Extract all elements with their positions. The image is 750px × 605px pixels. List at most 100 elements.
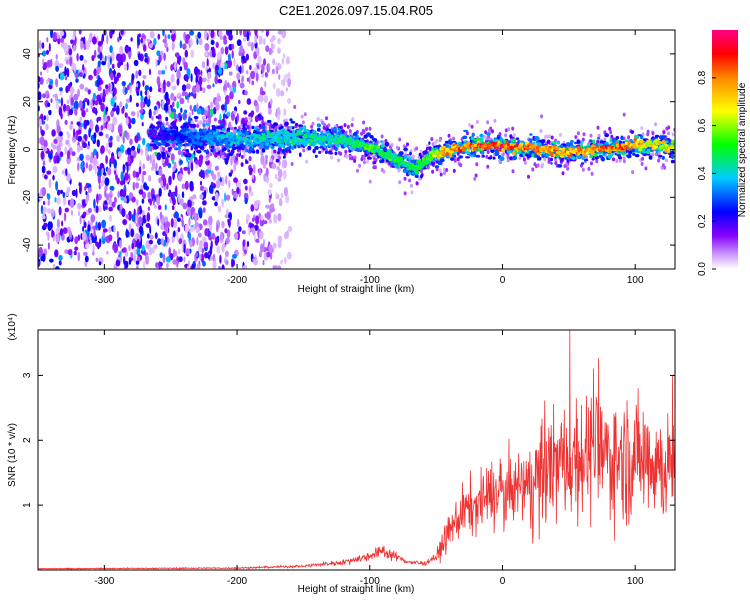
spectrogram-cell	[217, 79, 223, 84]
spectrogram-cell	[236, 153, 239, 158]
spectrogram-cell	[90, 120, 94, 130]
spectrogram-cell	[186, 137, 192, 141]
spectrogram-cell	[476, 140, 481, 144]
spectrogram-cell	[47, 77, 51, 82]
spectrogram-cell	[138, 69, 142, 77]
spectrogram-cell	[148, 68, 152, 76]
spectrogram-cell	[195, 212, 199, 219]
spectrogram-cell	[236, 112, 239, 123]
spectrogram-cell	[409, 151, 412, 156]
spectrogram-cell	[189, 135, 195, 138]
spectrogram-cell	[337, 143, 341, 147]
spectrogram-cell	[156, 152, 162, 161]
spectrogram-cell	[196, 107, 202, 115]
spectrogram-cell	[314, 145, 319, 150]
spectrogram-cell	[139, 109, 144, 114]
spectrogram-cell	[539, 129, 543, 133]
spectrogram-cell	[622, 112, 626, 117]
spectrogram-cell	[278, 130, 283, 135]
spectrogram-cell	[146, 38, 151, 43]
spectrogram-cell	[55, 180, 59, 191]
spectrogram-cell	[55, 235, 60, 243]
spectrogram-cell	[218, 30, 223, 37]
spectrogram-cell	[79, 83, 85, 90]
spectrogram-cell	[181, 183, 186, 190]
spectrogram-cell	[471, 151, 476, 154]
spectrogram-cell	[199, 253, 202, 261]
spectrogram-cell	[142, 75, 147, 79]
spectrogram-cell	[93, 148, 98, 156]
spectrogram-cell	[107, 167, 112, 176]
spectrogram-cell	[177, 143, 183, 147]
spectrogram-cell	[187, 121, 191, 126]
spectrogram-cell	[255, 238, 260, 243]
spectrogram-cell	[373, 142, 378, 146]
spectrogram-cell	[384, 141, 390, 147]
spectrogram-cell	[184, 224, 190, 233]
spectrogram-cell	[47, 102, 51, 108]
spectrogram-cell	[47, 94, 50, 99]
spectrogram-cell	[88, 163, 93, 172]
spectrogram-cell	[246, 121, 250, 126]
spectrogram-cell	[109, 189, 113, 196]
spectrogram-cell	[227, 218, 231, 226]
spectrogram-cell	[49, 152, 53, 160]
spectrogram-cell	[166, 183, 169, 190]
spectrogram-cell	[145, 185, 149, 191]
spectrogram-cell	[177, 248, 181, 255]
spectrogram-cell	[353, 158, 357, 163]
spectrogram-cell	[93, 229, 96, 238]
spectrogram-cell	[105, 142, 109, 152]
spectrogram-cell	[466, 150, 470, 155]
spectrogram-cell	[57, 37, 61, 45]
spectrogram-cell	[664, 140, 669, 144]
spectrogram-cell	[78, 72, 83, 77]
spectrogram-cell	[40, 204, 44, 215]
spectrogram-cell	[275, 158, 280, 163]
spectrogram-cell	[449, 150, 454, 154]
spectrogram-cell	[59, 37, 65, 43]
spectrogram-cell	[149, 129, 155, 132]
spectrogram-cell	[117, 36, 120, 43]
spectrogram-cell	[153, 110, 156, 116]
spectrogram-cell	[260, 243, 265, 253]
spectrogram-cell	[199, 185, 205, 192]
spectrogram-cell	[138, 225, 144, 234]
spectrogram-cell	[587, 166, 591, 171]
spectrogram-cell	[510, 145, 513, 150]
spectrogram-cell	[67, 249, 73, 256]
spectrogram-cell	[486, 132, 491, 136]
spectrogram-cell	[105, 106, 109, 112]
spectrogram-cell	[458, 149, 463, 153]
spectrogram-cell	[261, 30, 264, 33]
spectrogram-cell	[131, 213, 136, 223]
spectrogram-cell	[248, 227, 251, 237]
spectrogram-cell	[109, 56, 112, 65]
spectrogram-cell	[453, 151, 457, 154]
spectrogram-cell	[418, 176, 422, 181]
spectrogram-cell	[148, 108, 152, 119]
spectrogram-cell	[353, 131, 358, 137]
spectrogram-cell	[210, 240, 213, 250]
spectrogram-cell	[128, 51, 131, 60]
spectrogram-cell	[164, 42, 168, 49]
spectrogram-cell	[59, 131, 63, 137]
spectrogram-cell	[113, 95, 117, 101]
spectrogram-cell	[55, 155, 60, 164]
spectrogram-cell	[580, 140, 584, 144]
spectrogram-cell	[208, 184, 214, 194]
spectrogram-cell	[64, 249, 69, 255]
spectrogram-cell	[108, 149, 111, 155]
spectrogram-cell	[183, 135, 187, 139]
spectrogram-cell	[101, 61, 106, 66]
spectrogram-cell	[170, 112, 175, 119]
spectrogram-cell	[159, 211, 163, 220]
spectrogram-cell	[73, 100, 79, 111]
spectrogram-cell	[173, 96, 177, 101]
spectrogram-cell	[232, 253, 237, 259]
spectrogram-cell	[207, 71, 212, 79]
spectrogram-cell	[364, 153, 369, 157]
spectrogram-cell	[242, 265, 248, 269]
spectrogram-cell	[73, 30, 76, 37]
